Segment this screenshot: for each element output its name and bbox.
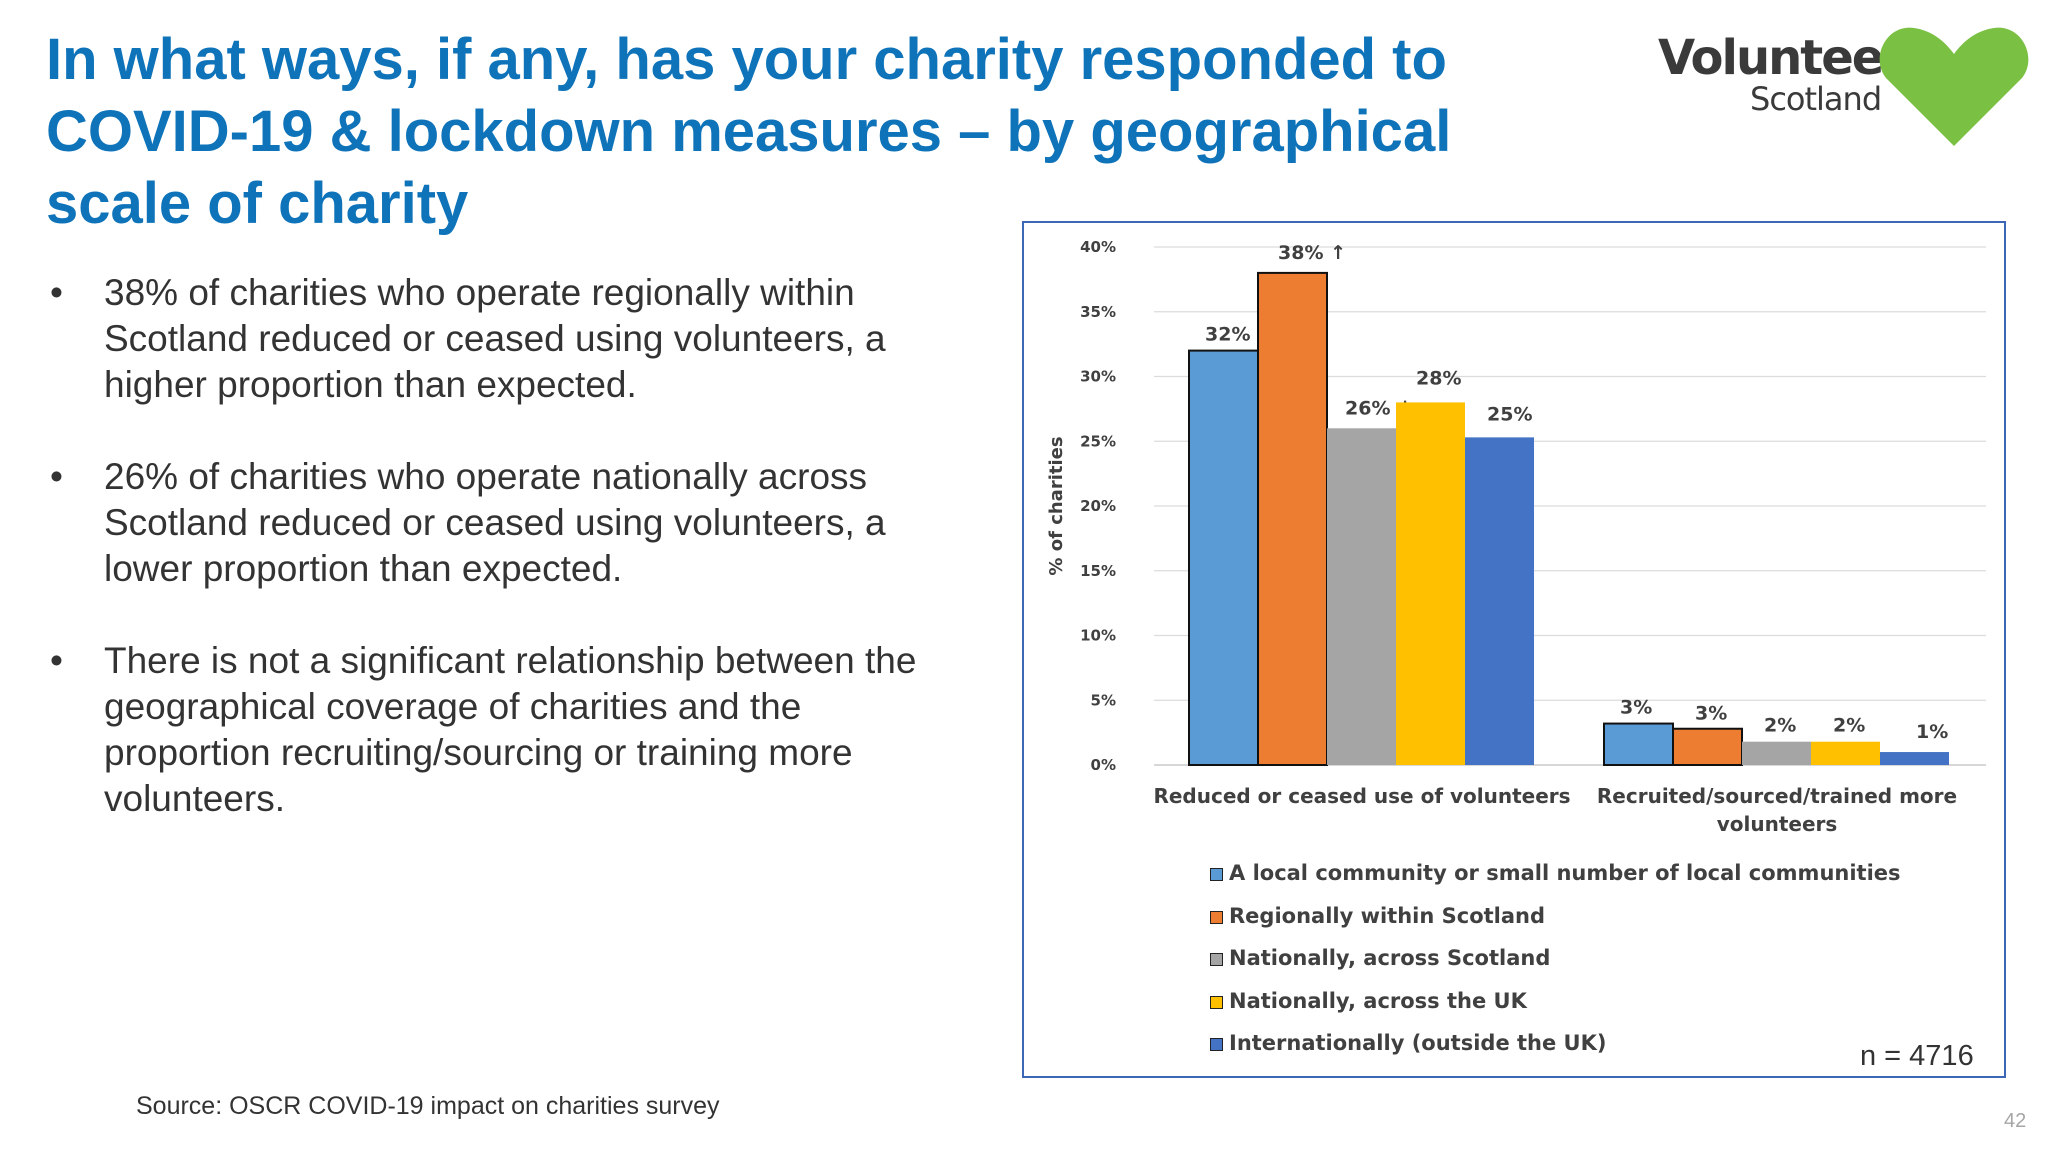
legend-entry: Nationally, across Scotland <box>1210 946 1901 989</box>
data-label: 38% ↑ <box>1278 242 1346 264</box>
data-label: 3% <box>1620 697 1652 719</box>
page-number: 42 <box>2004 1110 2027 1132</box>
chart-frame: 0% 5% 10% 15% 20% 25% 30% 35% 40% % of charities 3… <box>1022 221 2006 1078</box>
bullet-item: • There is not a significant relationshi… <box>50 638 970 822</box>
y-tick-label: 5% <box>1091 691 1116 709</box>
y-tick-label: 20% <box>1080 497 1116 515</box>
bar <box>1672 727 1743 766</box>
data-label: 2% <box>1764 715 1796 737</box>
category-label: Recruited/sourced/trained more <box>1597 784 1957 808</box>
bullet-text: 38% of charities who operate regionally … <box>104 272 886 405</box>
y-tick-label: 25% <box>1080 432 1116 450</box>
bullet-item: • 26% of charities who operate nationall… <box>50 454 970 592</box>
y-tick-label: 10% <box>1080 627 1116 645</box>
legend-label: Nationally, across the UK <box>1229 988 1527 1013</box>
bar <box>1188 349 1259 766</box>
y-tick-label: 40% <box>1080 238 1116 256</box>
slide-title: In what ways, if any, has your charity r… <box>46 27 1452 236</box>
legend-label: Regionally within Scotland <box>1229 903 1546 928</box>
legend-label: Nationally, across Scotland <box>1229 946 1551 970</box>
bar <box>1396 402 1465 765</box>
bar <box>1257 271 1328 767</box>
data-label: 32% <box>1205 324 1250 346</box>
legend-swatch <box>1210 868 1223 881</box>
category-label: volunteers <box>1717 812 1838 836</box>
y-tick-label: 0% <box>1091 756 1116 774</box>
legend-entry: A local community or small number of loc… <box>1210 861 1901 904</box>
legend-entry: Nationally, across the UK <box>1210 989 1901 1032</box>
data-label: 1% <box>1916 721 1948 743</box>
logo-wordmark-main: Volunteer <box>1658 30 1906 86</box>
legend-entry: Internationally (outside the UK) <box>1210 1031 1901 1074</box>
category-label: Reduced or ceased use of volunteers <box>1153 784 1570 808</box>
chart-legend: A local community or small number of loc… <box>1210 861 1901 1074</box>
y-axis-label: % of charities <box>1046 436 1067 575</box>
data-label: 25% <box>1487 403 1532 425</box>
bullet-dot: • <box>50 272 63 313</box>
y-tick-label: 15% <box>1080 562 1116 580</box>
data-label: 3% <box>1695 703 1727 725</box>
y-tick-label: 30% <box>1080 368 1116 386</box>
bullet-text: 26% of charities who operate nationally … <box>104 456 886 589</box>
bar <box>1742 741 1811 765</box>
legend-swatch <box>1210 1038 1223 1051</box>
legend-label: A local community or small number of loc… <box>1229 861 1901 885</box>
bar-chart: 0% 5% 10% 15% 20% 25% 30% 35% 40% % of charities 3… <box>1046 238 1986 836</box>
y-tick-label: 35% <box>1080 303 1116 321</box>
data-label: 2% <box>1833 715 1865 737</box>
heart-icon <box>1879 27 2029 147</box>
bullet-dot: • <box>50 456 63 497</box>
logo-wordmark-sub: Scotland <box>1750 80 1882 118</box>
bar <box>1603 722 1674 766</box>
legend-entry: Regionally within Scotland <box>1210 904 1901 947</box>
source-note: Source: OSCR COVID-19 impact on charitie… <box>136 1092 720 1120</box>
legend-swatch <box>1210 953 1223 966</box>
bar <box>1880 752 1949 765</box>
data-label: 28% <box>1416 367 1461 389</box>
bar <box>1811 741 1880 765</box>
legend-swatch <box>1210 910 1223 924</box>
sample-size-label: n = 4716 <box>1860 1040 1974 1072</box>
bullet-item: • 38% of charities who operate regionall… <box>50 270 970 408</box>
legend-label: Internationally (outside the UK) <box>1229 1031 1607 1055</box>
bar <box>1327 428 1396 765</box>
volunteer-scotland-logo: Volunteer Scotland <box>1650 22 2030 152</box>
legend-swatch <box>1210 995 1223 1009</box>
bullet-text: There is not a significant relationship … <box>104 640 917 819</box>
bullet-list: • 38% of charities who operate regionall… <box>50 270 970 868</box>
bar <box>1465 437 1534 765</box>
bullet-dot: • <box>50 640 63 681</box>
